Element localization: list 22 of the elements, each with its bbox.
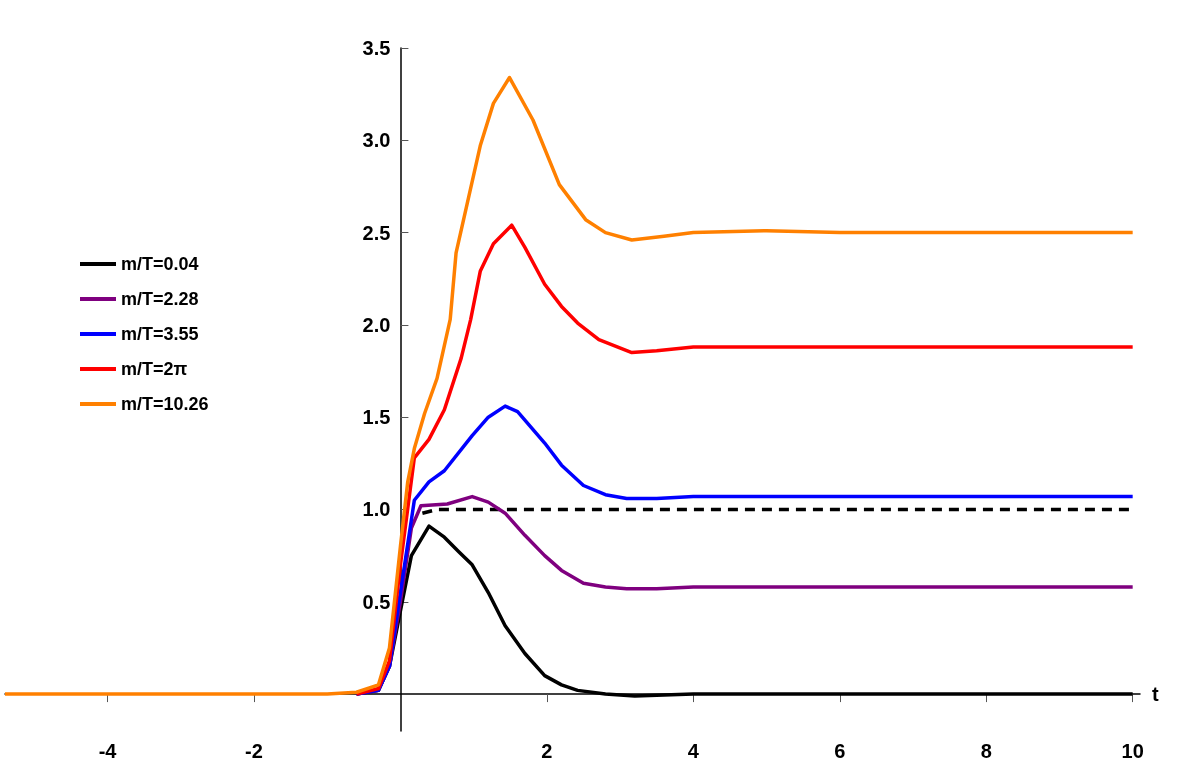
legend-label: m/T=10.26	[121, 394, 209, 414]
legend-label: m/T=2.28	[121, 289, 199, 309]
y-tick-label: 1.0	[362, 498, 391, 521]
x-axis-title: t	[1152, 683, 1159, 706]
line-series	[354, 223, 1135, 696]
y-tick-label: 0.5	[362, 590, 391, 613]
x-tick-label: 2	[541, 740, 553, 761]
legend-label: m/T=2π	[121, 359, 188, 379]
x-tick-label: 4	[687, 740, 700, 761]
y-tick-label: 2.0	[362, 313, 391, 336]
y-tick-label: 3.0	[362, 129, 391, 152]
legend-label: m/T=0.04	[121, 254, 199, 274]
x-tick-label: -4	[98, 740, 118, 761]
line-series	[3, 75, 1135, 696]
y-tick-label: 2.5	[362, 221, 391, 244]
x-tick-label: 6	[834, 740, 846, 761]
x-tick-label: 10	[1121, 740, 1144, 761]
x-tick-label: 8	[980, 740, 992, 761]
x-tick-label: -2	[245, 740, 263, 761]
y-tick-label: 3.5	[362, 37, 391, 59]
legend-label: m/T=3.55	[121, 324, 199, 344]
y-tick-label: 1.5	[362, 406, 391, 429]
